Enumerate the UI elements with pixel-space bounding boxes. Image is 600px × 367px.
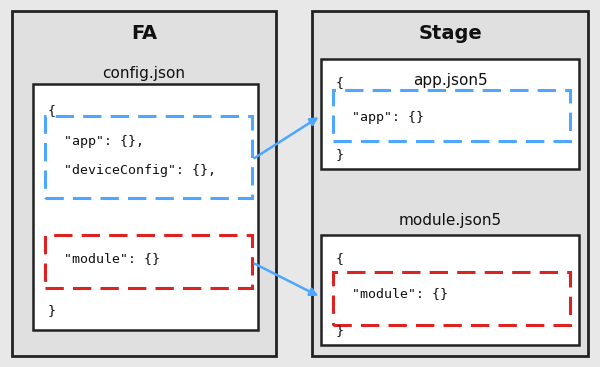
Text: "app": {},: "app": {},: [48, 135, 144, 148]
Bar: [12, 11, 276, 356]
Text: "module": {}: "module": {}: [336, 287, 448, 300]
Bar: [33, 84, 258, 330]
Text: }: }: [48, 304, 56, 317]
Bar: [45, 116, 252, 198]
Text: FA: FA: [131, 23, 157, 43]
Text: app.json5: app.json5: [413, 73, 487, 88]
Bar: [45, 235, 252, 288]
Bar: [321, 59, 579, 169]
Text: config.json: config.json: [103, 66, 185, 81]
Bar: [321, 235, 579, 345]
Bar: [333, 90, 570, 141]
Text: {: {: [336, 252, 344, 265]
Text: "module": {}: "module": {}: [48, 252, 160, 265]
Text: {: {: [336, 76, 344, 89]
Text: {: {: [48, 103, 56, 117]
Text: "deviceConfig": {},: "deviceConfig": {},: [48, 164, 216, 177]
Bar: [333, 272, 570, 325]
Text: Stage: Stage: [418, 23, 482, 43]
Text: "app": {}: "app": {}: [336, 111, 424, 124]
Bar: [312, 11, 588, 356]
Text: }: }: [336, 148, 344, 161]
Text: module.json5: module.json5: [398, 213, 502, 228]
Text: }: }: [336, 324, 344, 337]
